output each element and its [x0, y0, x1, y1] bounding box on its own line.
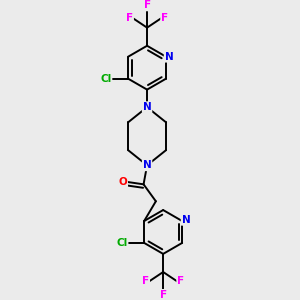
- Text: N: N: [182, 215, 190, 225]
- Text: N: N: [143, 160, 152, 170]
- Text: F: F: [160, 290, 167, 300]
- Text: F: F: [143, 0, 151, 11]
- Text: F: F: [126, 13, 133, 23]
- Text: F: F: [142, 276, 149, 286]
- Text: Cl: Cl: [116, 238, 128, 248]
- Text: N: N: [143, 102, 152, 112]
- Text: Cl: Cl: [100, 74, 112, 84]
- Text: F: F: [177, 276, 184, 286]
- Text: F: F: [161, 13, 168, 23]
- Text: O: O: [118, 177, 127, 187]
- Text: N: N: [165, 52, 173, 62]
